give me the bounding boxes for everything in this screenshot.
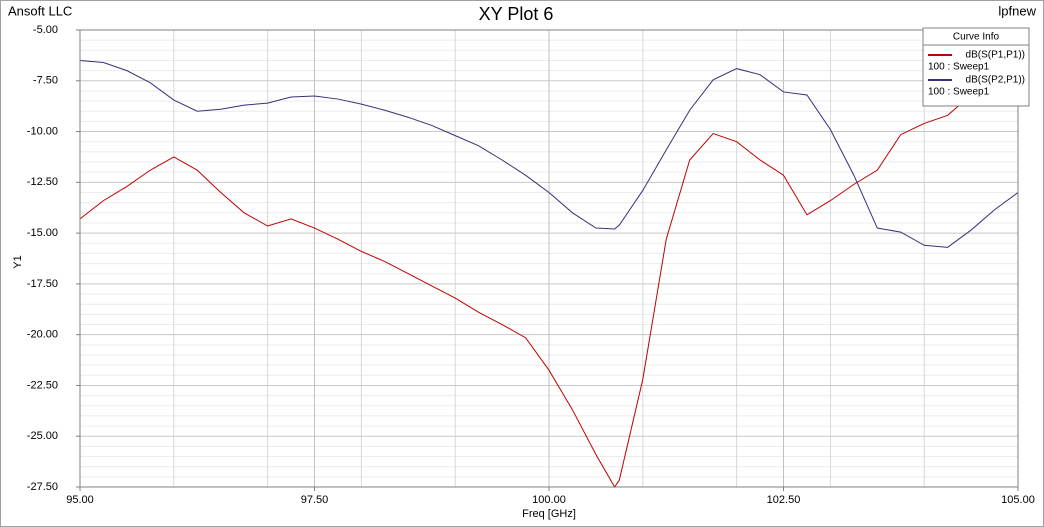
- legend-box: [922, 27, 1030, 107]
- x-axis-label: Freq [GHz]: [522, 508, 576, 520]
- legend-sweep: 100 : Sweep1: [928, 62, 990, 73]
- x-tick-label: 100.00: [532, 494, 566, 506]
- x-tick-label: 105.00: [1001, 494, 1035, 506]
- y-tick-label: -12.50: [27, 176, 58, 188]
- grid: -5.00 -7.50 -10.00 -12.50 -15.00 -17.50 -20.00…: [27, 24, 1035, 506]
- y-axis-label: Y1: [12, 255, 24, 268]
- y-tick-label: -15.00: [27, 227, 58, 239]
- y-tick-label: -5.00: [33, 24, 58, 36]
- legend: Curve Info dB(S(P1,P1))100 : Sweep1dB(S(…: [922, 27, 1030, 107]
- y-tick-label: -22.50: [27, 379, 58, 391]
- chart-title: XY Plot 6: [479, 4, 554, 24]
- legend-title: Curve Info: [953, 32, 1000, 43]
- y-tick-label: -10.00: [27, 125, 58, 137]
- curve: [79, 60, 1019, 488]
- x-tick-label: 95.00: [66, 494, 94, 506]
- x-tick-label: 97.50: [301, 494, 329, 506]
- x-tick-label: 102.50: [767, 494, 801, 506]
- company-label: Ansoft LLC: [8, 3, 72, 18]
- y-tick-label: -25.00: [27, 430, 58, 442]
- legend-label: dB(S(P1,P1)): [966, 50, 1025, 61]
- y-tick-label: -20.00: [27, 329, 58, 341]
- design-label: lpfnew: [998, 3, 1036, 18]
- y-tick-label: -27.50: [27, 481, 58, 493]
- y-tick-label: -17.50: [27, 278, 58, 290]
- curves: [79, 59, 1019, 488]
- curve: [79, 59, 1019, 248]
- plot-border: [79, 29, 1019, 488]
- legend-sweep: 100 : Sweep1: [928, 87, 990, 98]
- legend-label: dB(S(P2,P1)): [966, 75, 1025, 86]
- y-tick-label: -7.50: [33, 75, 58, 87]
